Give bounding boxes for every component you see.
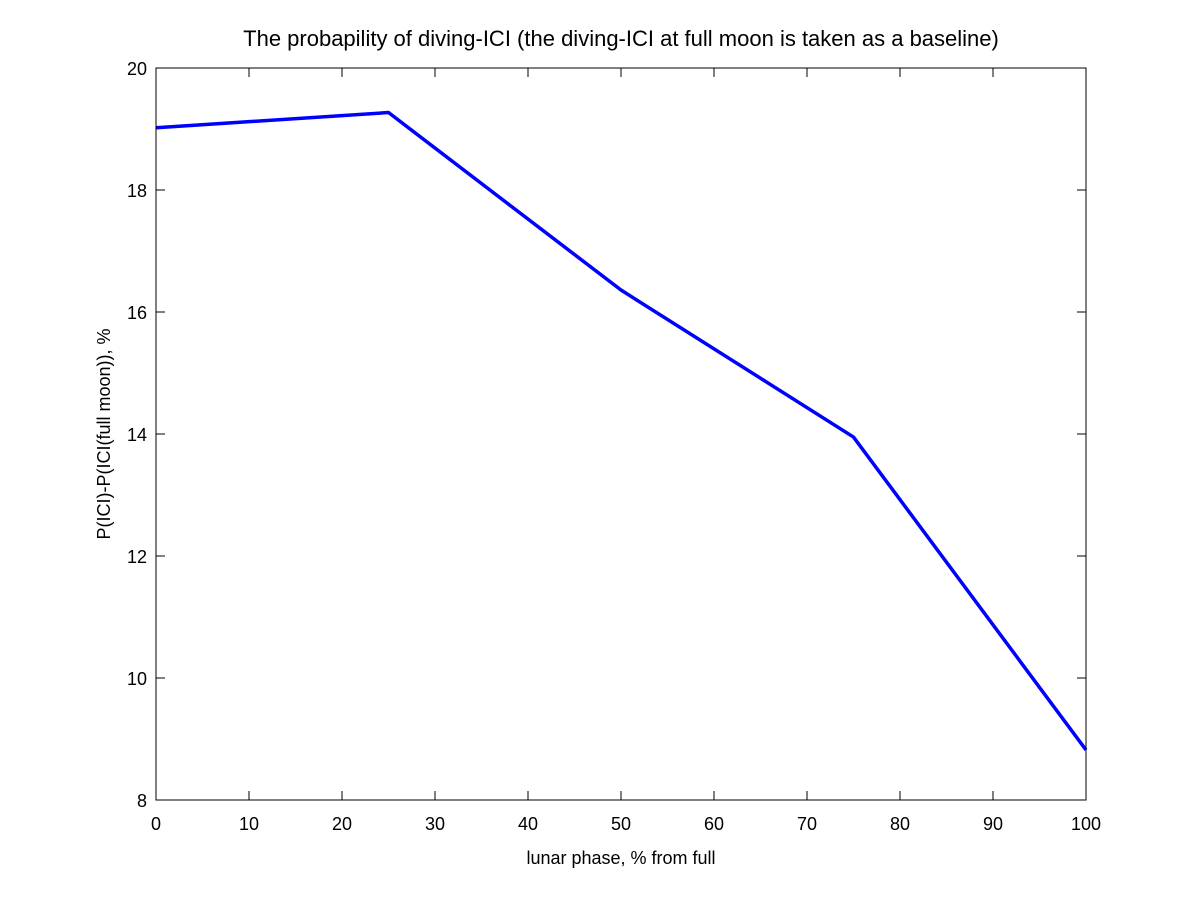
x-tick-label: 10 <box>239 814 259 834</box>
x-tick-label: 80 <box>890 814 910 834</box>
x-tick-label: 20 <box>332 814 352 834</box>
x-tick-label: 90 <box>983 814 1003 834</box>
y-axis: 8 10 12 14 16 18 20 <box>127 59 1086 811</box>
x-tick-label: 70 <box>797 814 817 834</box>
y-tick-label: 8 <box>137 791 147 811</box>
x-axis-label: lunar phase, % from full <box>526 848 715 868</box>
y-tick-label: 12 <box>127 547 147 567</box>
x-tick-label: 60 <box>704 814 724 834</box>
y-tick-label: 14 <box>127 425 147 445</box>
y-axis-label: P(ICI)-P(ICI(full moon)), % <box>94 328 114 539</box>
y-tick-label: 18 <box>127 181 147 201</box>
x-tick-label: 40 <box>518 814 538 834</box>
x-tick-label: 50 <box>611 814 631 834</box>
x-tick-label: 100 <box>1071 814 1101 834</box>
plot-area-border <box>155 67 1087 801</box>
series-layer <box>155 110 1088 752</box>
x-tick-label: 0 <box>151 814 161 834</box>
series-line <box>155 110 1088 752</box>
x-tick-label: 30 <box>425 814 445 834</box>
y-tick-label: 10 <box>127 669 147 689</box>
y-tick-label: 16 <box>127 303 147 323</box>
y-tick-label: 20 <box>127 59 147 79</box>
x-axis: 0 10 20 30 40 50 60 70 80 90 100 <box>151 68 1101 834</box>
chart-title: The probapility of diving-ICI (the divin… <box>243 26 999 51</box>
